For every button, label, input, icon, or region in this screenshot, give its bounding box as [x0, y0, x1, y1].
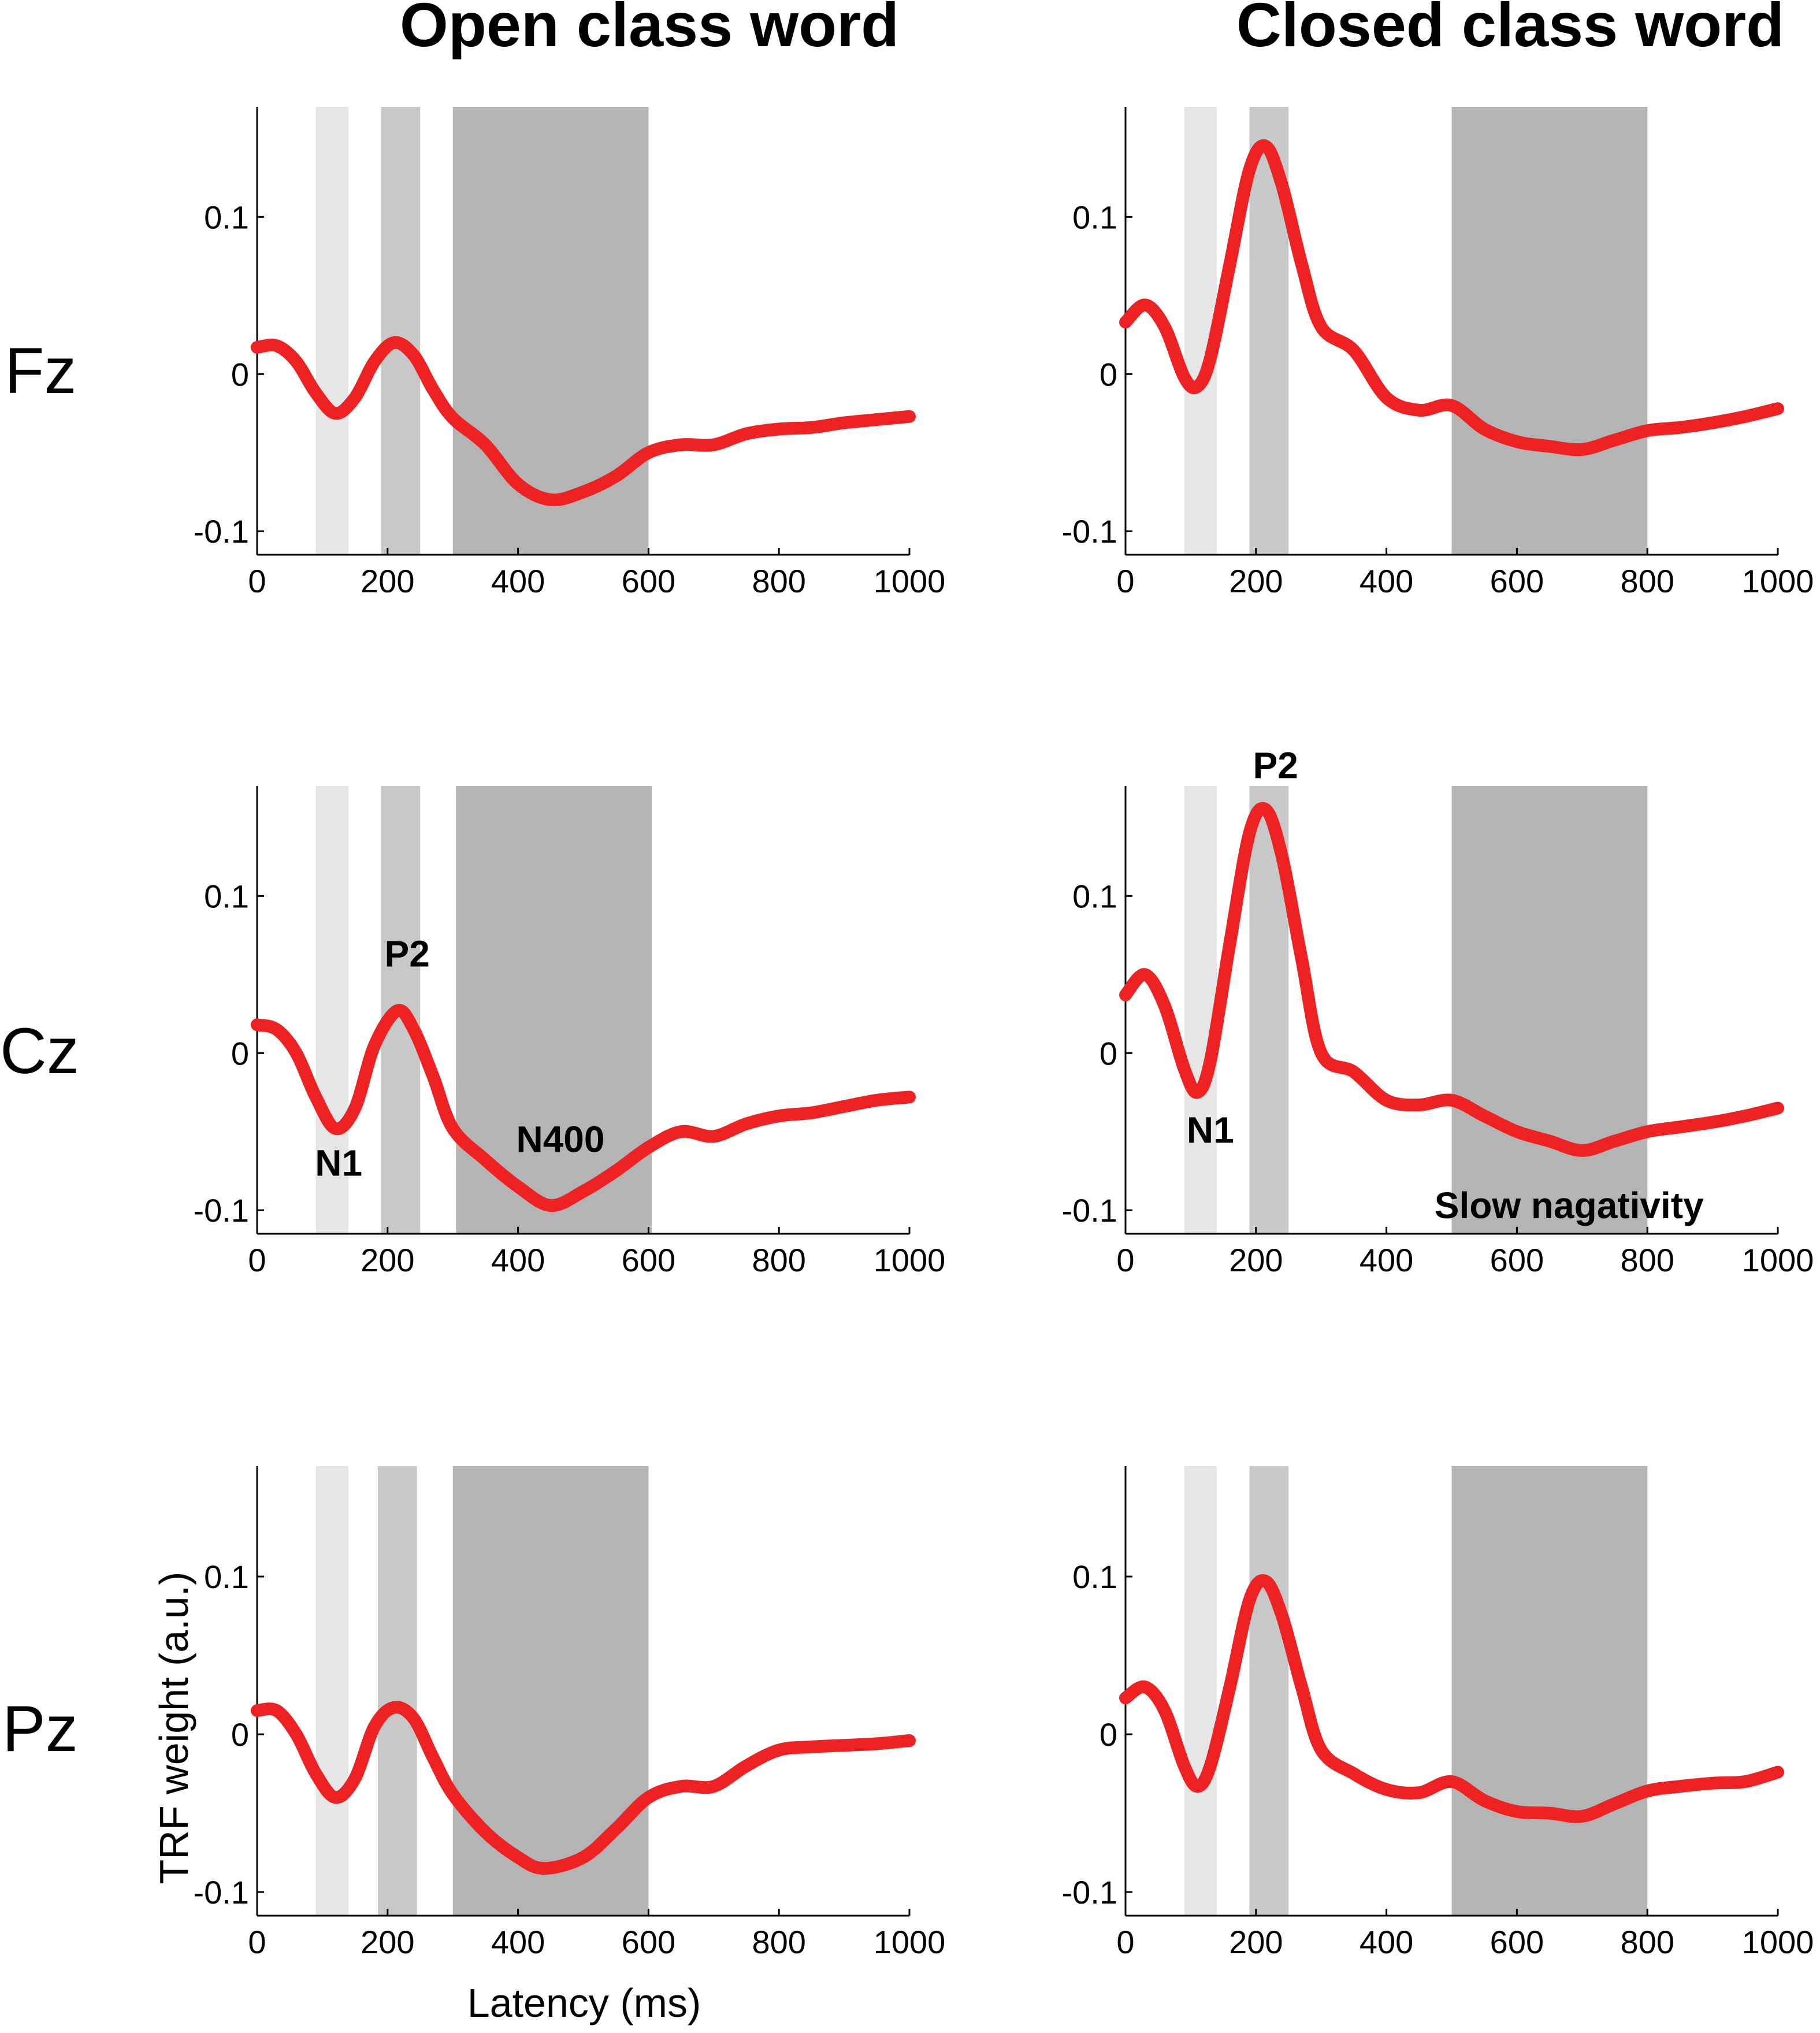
x-tick-label: 200 — [361, 1242, 414, 1278]
y-tick-label: -0.1 — [1062, 513, 1118, 550]
trf-series-line — [251, 1004, 916, 1212]
y-tick-label: 0 — [231, 1716, 249, 1753]
shaded-window — [1451, 107, 1648, 555]
panel-pz-open: 0 200 400 600 800 1000 -0.1 0 0.1 — [194, 1466, 946, 1960]
y-tick-label: 0 — [1100, 1035, 1117, 1071]
trf-series-line — [1119, 139, 1784, 457]
panels-container: 0 200 400 600 800 1000 -0.1 0 0.1 0 200 400 600 800 10… — [194, 107, 1814, 1960]
x-tick-label: 200 — [1229, 1242, 1283, 1278]
x-tick-label: 600 — [1490, 563, 1544, 599]
y-tick-label: 0 — [1100, 356, 1117, 392]
x-tick-label: 0 — [248, 1242, 266, 1278]
panel-fz-closed: 0 200 400 600 800 1000 -0.1 0 0.1 — [1062, 107, 1814, 599]
column-title-open: Open class word — [400, 0, 899, 60]
annotation-label: P2 — [1253, 744, 1298, 786]
y-tick-label: 0 — [231, 356, 249, 392]
panel-pz-closed: 0 200 400 600 800 1000 -0.1 0 0.1 — [1062, 1466, 1814, 1960]
x-tick-label: 1000 — [874, 563, 946, 599]
y-tick-label: 0.1 — [204, 1559, 249, 1595]
shaded-window — [377, 1466, 417, 1916]
x-tick-label: 0 — [1116, 1242, 1134, 1278]
x-tick-label: 200 — [361, 1924, 414, 1960]
trf-series-line — [251, 1701, 916, 1875]
x-tick-label: 800 — [1620, 563, 1674, 599]
x-tick-label: 400 — [491, 1242, 545, 1278]
y-tick-label: -0.1 — [194, 513, 250, 550]
shaded-window — [452, 107, 649, 555]
x-tick-label: 0 — [1116, 1924, 1134, 1960]
trf-series-line — [251, 336, 916, 507]
y-tick-label: 0.1 — [204, 878, 249, 914]
y-tick-label: -0.1 — [194, 1192, 250, 1229]
y-tick-label: -0.1 — [194, 1874, 250, 1910]
x-tick-label: 0 — [248, 563, 266, 599]
x-tick-label: 800 — [1620, 1924, 1674, 1960]
shaded-window — [315, 786, 349, 1234]
shaded-window — [452, 1466, 649, 1916]
x-tick-label: 1000 — [874, 1242, 946, 1278]
y-tick-label: -0.1 — [1062, 1874, 1118, 1910]
x-tick-label: 800 — [752, 1924, 805, 1960]
x-tick-label: 1000 — [1742, 1242, 1814, 1278]
y-tick-label: -0.1 — [1062, 1192, 1118, 1229]
x-tick-label: 600 — [622, 1242, 675, 1278]
row-label-fz: Fz — [5, 335, 76, 407]
shaded-window — [1184, 786, 1217, 1234]
x-tick-label: 800 — [752, 1242, 805, 1278]
y-axis-title: TRF weight (a.u.) — [151, 1572, 196, 1884]
y-tick-label: 0.1 — [1072, 1559, 1117, 1595]
annotation-label: N1 — [315, 1142, 362, 1184]
x-tick-label: 400 — [1360, 563, 1413, 599]
x-tick-label: 1000 — [1742, 563, 1814, 599]
x-tick-label: 0 — [1116, 563, 1134, 599]
column-title-closed: Closed class word — [1236, 0, 1784, 60]
trf-series-line — [1119, 1574, 1784, 1823]
annotation-label: N400 — [516, 1119, 604, 1160]
row-label-cz: Cz — [0, 1015, 79, 1087]
x-tick-label: 600 — [622, 563, 675, 599]
y-tick-label: 0.1 — [1072, 199, 1117, 235]
x-tick-label: 600 — [622, 1924, 675, 1960]
y-tick-label: 0.1 — [1072, 878, 1117, 914]
y-tick-label: 0 — [231, 1035, 249, 1071]
y-tick-label: 0 — [1100, 1716, 1117, 1753]
x-tick-label: 600 — [1490, 1924, 1544, 1960]
x-tick-label: 1000 — [1742, 1924, 1814, 1960]
x-tick-label: 400 — [491, 1924, 545, 1960]
shaded-window — [315, 1466, 349, 1916]
shaded-window — [1451, 786, 1648, 1234]
x-tick-label: 200 — [1229, 563, 1283, 599]
trf-series-line — [1119, 802, 1784, 1157]
shaded-window — [381, 107, 421, 555]
panel-cz-open: 0 200 400 600 800 1000 -0.1 0 0.1 N1 P2 N400 — [194, 786, 946, 1278]
annotation-label: Slow nagativity — [1435, 1185, 1704, 1226]
shaded-window — [1451, 1466, 1648, 1916]
annotation-label: N1 — [1187, 1109, 1234, 1151]
x-tick-label: 1000 — [874, 1924, 946, 1960]
x-tick-label: 400 — [491, 563, 545, 599]
panel-fz-open: 0 200 400 600 800 1000 -0.1 0 0.1 — [194, 107, 946, 599]
shaded-window — [1184, 1466, 1217, 1916]
x-axis-title: Latency (ms) — [467, 1980, 701, 2025]
annotation-label: P2 — [385, 933, 430, 975]
shaded-window — [1249, 1466, 1289, 1916]
row-label-pz: Pz — [2, 1693, 78, 1765]
x-tick-label: 200 — [361, 563, 414, 599]
x-tick-label: 800 — [752, 563, 805, 599]
x-tick-label: 0 — [248, 1924, 266, 1960]
x-tick-label: 200 — [1229, 1924, 1283, 1960]
panel-cz-closed: 0 200 400 600 800 1000 -0.1 0 0.1 N1 P2 Slow nagati… — [1062, 744, 1814, 1278]
y-tick-label: 0.1 — [204, 199, 249, 235]
x-tick-label: 600 — [1490, 1242, 1544, 1278]
x-tick-label: 400 — [1360, 1242, 1413, 1278]
x-tick-label: 400 — [1360, 1924, 1413, 1960]
x-tick-label: 800 — [1620, 1242, 1674, 1278]
shaded-window — [315, 107, 349, 555]
